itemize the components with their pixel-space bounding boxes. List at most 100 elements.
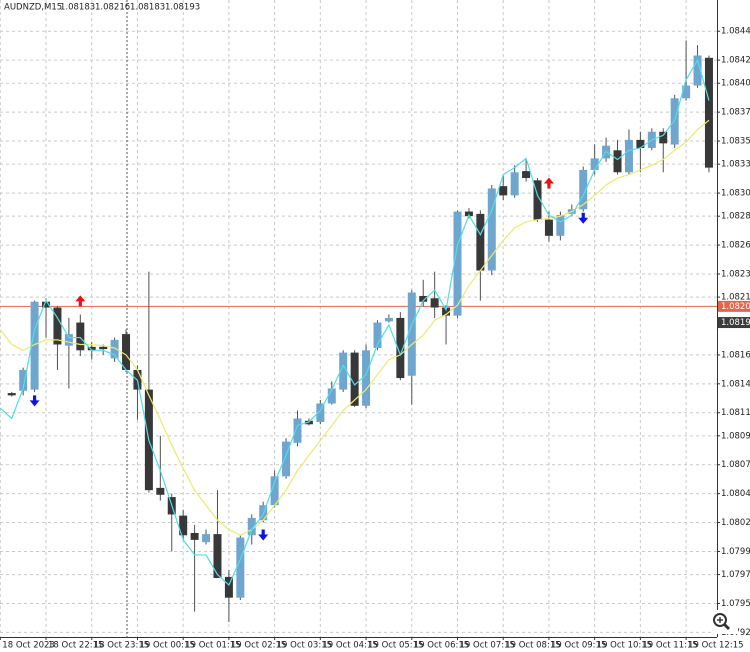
candle-body <box>453 211 462 316</box>
candle-body <box>510 172 519 196</box>
candle-body <box>522 171 531 179</box>
candle-body <box>293 418 302 443</box>
x-tick-label: 19 Oct 10:15 <box>597 641 652 651</box>
x-tick-label: 19 Oct 05:15 <box>368 641 423 651</box>
x-tick-label: 19 Oct 04:15 <box>322 641 377 651</box>
buy-arrow <box>29 395 40 407</box>
x-tick-label: 18 Oct 2023 <box>2 641 55 651</box>
header-value: 1.08193 <box>165 3 200 13</box>
candle-body <box>636 139 645 148</box>
plot-area <box>0 40 713 622</box>
header-value: 1.08216 <box>95 3 130 13</box>
candle-body <box>236 537 245 598</box>
y-tick-label: 1.08070 <box>721 460 750 470</box>
header-value: 1.08183 <box>60 3 95 13</box>
y-tick-label: 1.07995 <box>721 547 750 557</box>
candle-body <box>247 517 256 536</box>
candle-body <box>350 352 359 406</box>
y-tick-label: 1.08260 <box>721 241 750 251</box>
candle-body <box>7 393 16 396</box>
y-tick-label: 1.08045 <box>721 489 750 499</box>
candle-body <box>659 131 668 144</box>
candle-body <box>316 403 325 422</box>
candle-body <box>624 139 633 173</box>
candle-body <box>670 98 679 145</box>
y-tick-label: 1.08350 <box>721 137 750 147</box>
candle-body <box>53 307 62 345</box>
candle-body <box>373 322 382 348</box>
y-tick-label: 1.07950 <box>721 599 750 609</box>
candle-body <box>19 369 28 391</box>
y-tick-label: 1.08305 <box>721 189 750 199</box>
candle-body <box>499 186 508 196</box>
y-tick-label: 1.08445 <box>721 27 750 37</box>
candle-body <box>579 169 588 210</box>
y-tick-label: 1.08020 <box>721 518 750 528</box>
candle-body <box>704 57 713 168</box>
symbol: AUDNZD,M15 <box>4 3 62 13</box>
x-tick-label: 18 Oct 23:15 <box>94 641 149 651</box>
candle-body <box>693 55 702 86</box>
x-tick-label: 19 Oct 02:15 <box>231 641 286 651</box>
candle-body <box>76 322 85 351</box>
candle-body <box>362 350 371 406</box>
y-tick-label: 1.08400 <box>721 79 750 89</box>
candle-body <box>99 346 108 350</box>
candle-body <box>613 150 622 173</box>
sell-arrow <box>543 177 554 189</box>
x-tick-label: 19 Oct 07:15 <box>460 641 515 651</box>
candle-body <box>87 346 96 351</box>
candle-body <box>42 301 51 308</box>
x-tick-label: 19 Oct 11:15 <box>642 641 697 651</box>
candle-body <box>179 515 188 536</box>
y-tick-label: 1.08095 <box>721 431 750 441</box>
candle-body <box>30 301 39 390</box>
candle-body <box>396 317 405 379</box>
candle-body <box>202 534 211 543</box>
price-label-box <box>718 300 750 312</box>
candle-body <box>213 534 222 579</box>
y-tick-label: 1.08115 <box>721 408 750 418</box>
candle-body <box>556 215 565 236</box>
y-tick-label: 1.08165 <box>721 350 750 360</box>
candle-body <box>122 334 131 370</box>
candle-body <box>190 532 199 540</box>
x-tick-label: 19 Oct 00:15 <box>139 641 194 651</box>
candle-body <box>64 334 73 346</box>
candle-body <box>407 292 416 376</box>
candle-body <box>156 487 165 495</box>
price-label: 1.08207 <box>721 302 750 312</box>
indicator-line <box>0 58 710 586</box>
buy-arrow <box>258 529 269 541</box>
zoom-icon[interactable] <box>712 610 738 634</box>
candle-body <box>430 298 439 308</box>
candle-body <box>327 388 336 404</box>
zoom-icon-lens <box>713 613 727 627</box>
candle-body <box>224 576 233 598</box>
price-label: 1.08193 <box>721 318 750 328</box>
candle-body <box>533 180 542 220</box>
candle-body <box>544 219 553 236</box>
candle-body <box>590 158 599 170</box>
candle-body <box>419 295 428 302</box>
x-tick-label: 19 Oct 08:15 <box>505 641 560 651</box>
x-tick-label: 19 Oct 06:15 <box>414 641 469 651</box>
candle-body <box>282 441 291 477</box>
y-tick-label: 1.08330 <box>721 160 750 170</box>
candle-body <box>487 188 496 271</box>
zoom-icon-handle <box>723 623 731 631</box>
x-tick-label: 19 Oct 01:15 <box>185 641 240 651</box>
x-tick-label: 19 Oct 12:15 <box>688 641 743 651</box>
y-tick-label: 1.08235 <box>721 269 750 279</box>
y-tick-label: 1.08375 <box>721 108 750 118</box>
candle-body <box>682 85 691 99</box>
candle-body <box>476 213 485 271</box>
indicator-line <box>0 119 710 536</box>
header-ohlc: 1.08183 1.08216 1.08183 1.08193 <box>60 3 200 13</box>
y-tick-label: 1.08285 <box>721 212 750 222</box>
candle-body <box>110 339 119 359</box>
y-tick-label: 1.07975 <box>721 570 750 580</box>
sell-arrow <box>75 295 86 307</box>
axes: 1.08445 1.08420 1.08400 1.08375 1.08350 1.083… <box>0 27 750 651</box>
